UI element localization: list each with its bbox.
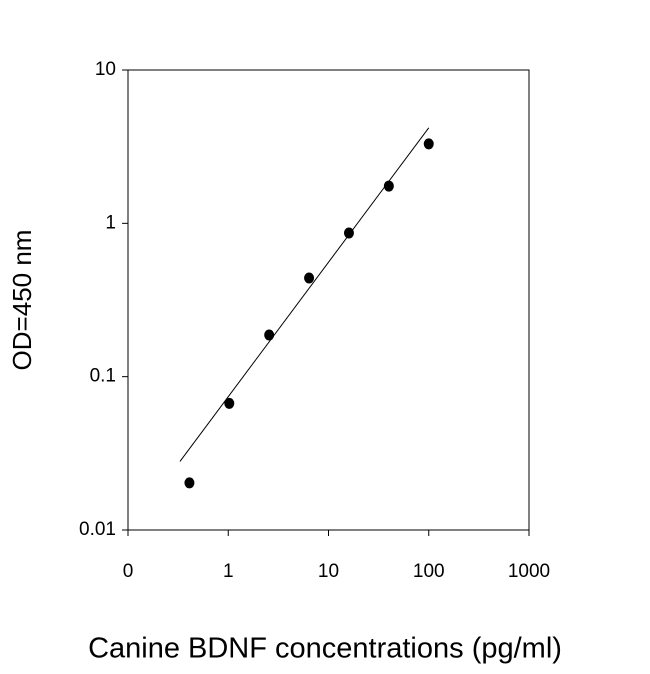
x-tick-label: 1000 <box>508 561 550 582</box>
y-tick-label: 10 <box>95 59 116 80</box>
data-point <box>343 227 354 239</box>
fit-line <box>179 127 430 462</box>
y-tick-label: 1 <box>105 212 116 233</box>
y-tick-label: 0.1 <box>90 366 116 387</box>
x-tick-label: 100 <box>413 561 445 582</box>
data-point <box>383 180 394 192</box>
x-tick-label: 1 <box>223 561 234 582</box>
plot-frame <box>127 69 530 531</box>
y-tick-label: 0.01 <box>79 519 116 540</box>
data-point <box>264 329 275 341</box>
data-point <box>423 138 434 150</box>
y-axis-label: OD=450 nm <box>7 230 37 371</box>
data-point <box>304 272 315 284</box>
data-point <box>224 397 235 409</box>
x-axis-label: Canine BDNF concentrations (pg/ml) <box>88 633 562 665</box>
data-point <box>184 477 195 489</box>
x-tick-label: 0 <box>123 561 134 582</box>
x-tick-label: 10 <box>318 561 339 582</box>
